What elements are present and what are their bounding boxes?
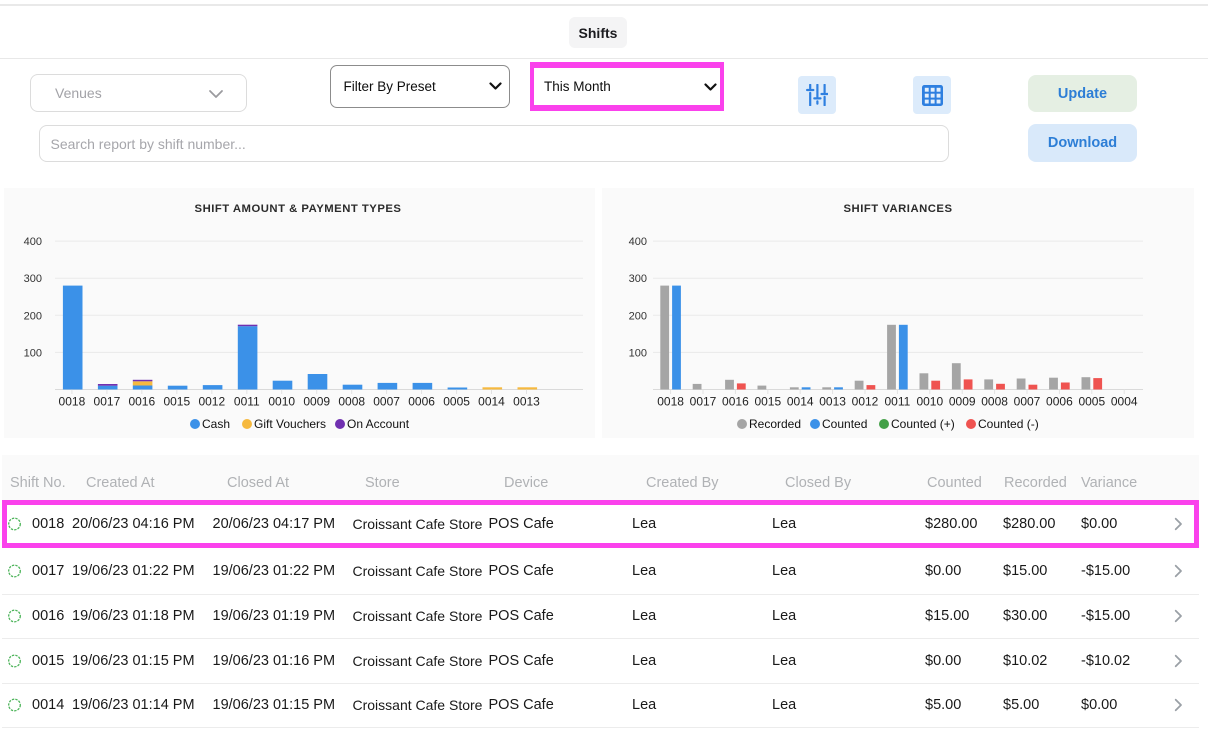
svg-text:0012: 0012 [198, 395, 225, 409]
svg-text:0011: 0011 [884, 395, 910, 409]
svg-text:0007: 0007 [1014, 395, 1041, 409]
svg-text:SHIFT VARIANCES: SHIFT VARIANCES [844, 203, 953, 215]
svg-text:0014: 0014 [787, 395, 814, 409]
svg-text:0018: 0018 [59, 395, 86, 409]
svg-text:On Account: On Account [347, 417, 410, 431]
svg-text:0015: 0015 [754, 395, 781, 409]
svg-text:0008: 0008 [338, 395, 365, 409]
svg-text:Recorded: Recorded [749, 417, 801, 431]
svg-text:Counted: Counted [822, 417, 867, 431]
svg-text:0013: 0013 [819, 395, 846, 409]
svg-text:0015: 0015 [163, 395, 190, 409]
svg-text:0011: 0011 [234, 395, 260, 409]
svg-text:100: 100 [629, 347, 647, 359]
svg-text:0010: 0010 [916, 395, 943, 409]
svg-text:0006: 0006 [1046, 395, 1073, 409]
svg-text:0018: 0018 [657, 395, 684, 409]
svg-text:Gift Vouchers: Gift Vouchers [254, 417, 326, 431]
svg-text:200: 200 [24, 310, 42, 322]
svg-text:0009: 0009 [949, 395, 976, 409]
svg-text:0014: 0014 [478, 395, 505, 409]
svg-text:0010: 0010 [268, 395, 295, 409]
svg-text:0009: 0009 [303, 395, 330, 409]
svg-text:Counted (+): Counted (+) [891, 417, 955, 431]
svg-text:0017: 0017 [690, 395, 717, 409]
svg-text:200: 200 [629, 310, 647, 322]
svg-text:0016: 0016 [722, 395, 749, 409]
svg-text:0007: 0007 [373, 395, 400, 409]
svg-text:Cash: Cash [202, 417, 230, 431]
svg-text:400: 400 [629, 236, 647, 248]
svg-text:0012: 0012 [852, 395, 879, 409]
svg-text:0013: 0013 [513, 395, 540, 409]
svg-text:Counted (-): Counted (-) [978, 417, 1039, 431]
svg-text:0016: 0016 [128, 395, 155, 409]
svg-text:SHIFT AMOUNT & PAYMENT TYPES: SHIFT AMOUNT & PAYMENT TYPES [195, 203, 402, 215]
svg-text:400: 400 [24, 236, 42, 248]
svg-text:300: 300 [24, 273, 42, 285]
svg-text:0008: 0008 [981, 395, 1008, 409]
svg-text:0004: 0004 [1111, 395, 1138, 409]
svg-text:0005: 0005 [1078, 395, 1105, 409]
svg-text:300: 300 [629, 273, 647, 285]
svg-text:0017: 0017 [94, 395, 121, 409]
svg-text:0005: 0005 [443, 395, 470, 409]
svg-text:100: 100 [24, 347, 42, 359]
svg-text:0006: 0006 [408, 395, 435, 409]
